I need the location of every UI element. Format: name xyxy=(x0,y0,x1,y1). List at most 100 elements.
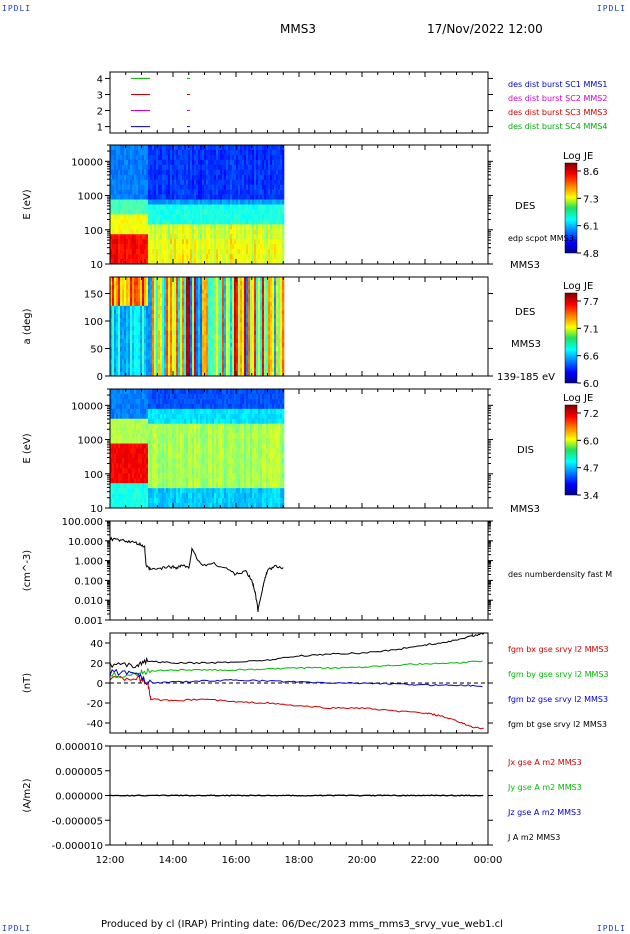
spectrogram-cell xyxy=(126,493,129,499)
spectrogram-cell xyxy=(170,154,173,161)
spectrogram-cell xyxy=(274,347,277,352)
spectrogram-cell xyxy=(212,305,215,311)
spectrogram-cell xyxy=(170,159,173,166)
spectrogram-cell xyxy=(136,493,139,499)
spectrogram-cell xyxy=(214,149,217,156)
spectrogram-cell xyxy=(170,169,173,176)
spectrogram-cell xyxy=(272,277,275,282)
spectrogram-cell xyxy=(120,204,123,210)
spectrogram-cell xyxy=(206,189,209,195)
spectrogram-cell xyxy=(278,301,281,307)
spectrogram-cell xyxy=(136,249,139,255)
spectrogram-cell xyxy=(272,367,275,373)
spectrogram-cell xyxy=(124,448,127,454)
spectrogram-cell xyxy=(128,169,131,176)
spectrogram-cell xyxy=(248,293,251,298)
spectrogram-cell xyxy=(250,297,253,303)
spectrogram-cell xyxy=(236,305,239,311)
spectrogram-cell xyxy=(162,355,165,360)
spectrogram-cell xyxy=(124,234,127,240)
spectrogram-cell xyxy=(266,347,269,352)
spectrogram-cell xyxy=(148,285,151,290)
spectrogram-cell xyxy=(118,239,121,245)
spectrogram-cell xyxy=(166,322,169,327)
spectrogram-cell xyxy=(216,259,219,265)
spectrogram-cell xyxy=(118,338,121,344)
spectrogram-cell xyxy=(182,338,185,344)
spectrogram-cell xyxy=(236,338,239,344)
spectrogram-cell xyxy=(238,338,241,344)
spectrogram-cell xyxy=(206,363,209,369)
spectrogram-cell xyxy=(230,159,233,166)
spectrogram-cell xyxy=(258,305,261,311)
spectrogram-cell xyxy=(112,229,115,235)
spectrogram-cell xyxy=(280,199,283,205)
spectrogram-cell xyxy=(158,301,161,307)
spectrogram-cell xyxy=(134,438,137,444)
spectrogram-cell xyxy=(122,159,125,166)
spectrogram-cell xyxy=(240,159,243,166)
spectrogram-cell xyxy=(164,249,167,255)
spectrogram-cell xyxy=(264,359,267,364)
spectrogram-cell xyxy=(112,418,115,425)
spectrogram-cell xyxy=(234,347,237,352)
spectrogram-cell xyxy=(174,371,177,377)
spectrogram-cell xyxy=(122,289,125,294)
spectrogram-cell xyxy=(118,310,121,315)
spectrogram-cell xyxy=(256,310,259,315)
spectrogram-cell xyxy=(234,244,237,250)
spectrogram-cell xyxy=(184,209,187,215)
spectrogram-cell xyxy=(236,209,239,215)
spectrogram-cell xyxy=(244,277,247,282)
spectrogram-cell xyxy=(226,194,229,200)
spectrogram-cell xyxy=(118,351,121,356)
spectrogram-cell xyxy=(156,347,159,352)
spectrogram-cell xyxy=(248,363,251,369)
spectrogram-cell xyxy=(142,389,145,395)
spectrogram-cell xyxy=(188,305,191,311)
spectrogram-cell xyxy=(252,281,255,286)
spectrogram-cell xyxy=(136,285,139,290)
spectrogram-cell xyxy=(210,347,213,352)
spectrogram-cell xyxy=(192,310,195,315)
spectrogram-cell xyxy=(158,174,161,181)
spectrogram-cell xyxy=(126,338,129,344)
spectrogram-cell xyxy=(248,281,251,286)
spectrogram-cell xyxy=(124,310,127,315)
spectrogram-cell xyxy=(138,473,141,479)
spectrogram-cell xyxy=(168,219,171,225)
spectrogram-cell xyxy=(116,293,119,298)
spectrogram-cell xyxy=(122,305,125,311)
spectrogram-cell xyxy=(182,189,185,195)
spectrogram-cell xyxy=(278,289,281,294)
spectrogram-cell xyxy=(116,453,119,459)
spectrogram-cell xyxy=(270,281,273,286)
spectrogram-cell xyxy=(210,145,213,151)
spectrogram-cell xyxy=(140,229,143,235)
spectrogram-cell xyxy=(148,239,151,245)
spectrogram-cell xyxy=(120,184,123,190)
spectrogram-cell xyxy=(202,305,205,311)
spectrogram-cell xyxy=(138,301,141,307)
spectrogram-cell xyxy=(182,234,185,240)
spectrogram-cell xyxy=(146,398,149,405)
spectrogram-cell xyxy=(224,164,227,171)
spectrogram-cell xyxy=(252,285,255,290)
spectrogram-cell xyxy=(248,204,251,210)
spectrogram-cell xyxy=(126,322,129,327)
spectrogram-cell xyxy=(136,326,139,331)
spectrogram-cell xyxy=(132,159,135,166)
spectrogram-cell xyxy=(126,458,129,464)
spectrogram-cell xyxy=(280,204,283,210)
spectrogram-cell xyxy=(212,367,215,373)
spectrogram-cell xyxy=(184,301,187,307)
spectrogram-cell xyxy=(206,351,209,356)
spectrogram-cell xyxy=(124,351,127,356)
spectrogram-cell xyxy=(204,293,207,298)
spectrogram-cell xyxy=(236,194,239,200)
spectrogram-cell xyxy=(160,154,163,161)
spectrogram-cell xyxy=(258,334,261,340)
spectrogram-cell xyxy=(166,244,169,250)
spectrogram-cell xyxy=(270,371,273,377)
spectrogram-cell xyxy=(150,259,153,265)
